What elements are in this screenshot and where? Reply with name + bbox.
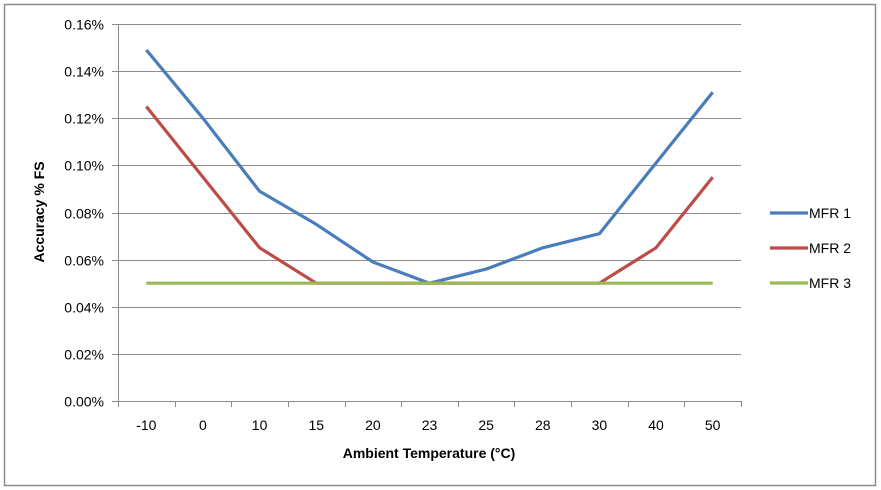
y-tick-label: 0.16% (64, 17, 104, 33)
y-tick-label: 0.06% (64, 253, 104, 269)
y-tick-label: 0.10% (64, 158, 104, 174)
x-tick-label: 30 (592, 417, 608, 433)
x-axis-title: Ambient Temperature (°C) (343, 445, 516, 461)
x-tick-label: -10 (136, 417, 156, 433)
x-tick-label: 23 (422, 417, 438, 433)
x-tick-label: 50 (705, 417, 721, 433)
x-tick-label: 15 (308, 417, 324, 433)
legend-label: MFR 2 (809, 240, 851, 256)
x-tick-label: 10 (252, 417, 268, 433)
y-tick-label: 0.08% (64, 206, 104, 222)
y-axis-title: Accuracy % FS (31, 161, 47, 262)
legend-label: MFR 3 (809, 275, 851, 291)
chart-frame (3, 3, 877, 487)
x-tick-label: 20 (365, 417, 381, 433)
y-tick-label: 0.00% (64, 394, 104, 410)
x-tick-label: 25 (478, 417, 494, 433)
y-tick-label: 0.14% (64, 64, 104, 80)
x-tick-label: 40 (648, 417, 664, 433)
x-tick-label: 0 (199, 417, 207, 433)
y-tick-label: 0.12% (64, 111, 104, 127)
y-tick-label: 0.04% (64, 300, 104, 316)
legend-label: MFR 1 (809, 205, 851, 221)
x-tick-label: 28 (535, 417, 551, 433)
y-tick-label: 0.02% (64, 347, 104, 363)
